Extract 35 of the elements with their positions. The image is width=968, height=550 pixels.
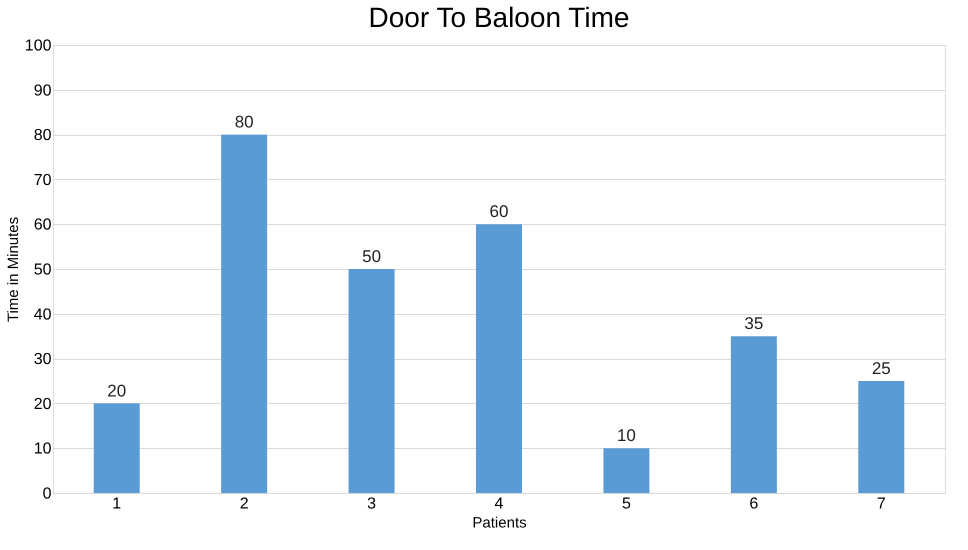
bar <box>348 269 395 493</box>
x-tick-label: 2 <box>240 496 249 512</box>
bar <box>730 336 777 493</box>
y-tick-label: 60 <box>34 216 52 234</box>
y-tick-label: 90 <box>34 82 52 100</box>
bar <box>94 403 140 493</box>
y-tick-label: 50 <box>34 262 52 278</box>
bar <box>221 134 268 493</box>
bar <box>858 381 904 493</box>
x-axis-title: Patients <box>472 514 527 532</box>
data-label: 10 <box>616 426 636 446</box>
data-label: 25 <box>872 359 891 378</box>
y-tick-label: 40 <box>34 306 52 324</box>
bar <box>603 448 650 493</box>
x-tick-label: 5 <box>622 496 631 512</box>
data-label: 20 <box>107 381 126 400</box>
x-tick-label: 4 <box>494 496 504 512</box>
data-label: 60 <box>490 202 508 222</box>
y-tick-label: 70 <box>34 172 52 189</box>
bar <box>476 224 522 493</box>
y-tick-label: 100 <box>24 38 52 54</box>
x-tick-label: 7 <box>876 496 886 512</box>
x-tick-label: 6 <box>749 496 758 512</box>
y-axis-title: Time in Minutes <box>4 216 22 322</box>
y-tick-label: 10 <box>34 440 52 458</box>
chart-title: Door To Baloon Time <box>368 2 630 33</box>
x-tick-label: 3 <box>367 496 376 512</box>
data-label: 35 <box>744 314 764 334</box>
x-tick-label: 1 <box>112 496 122 512</box>
y-tick-label: 20 <box>34 396 52 413</box>
y-tick-label: 80 <box>34 127 52 144</box>
y-tick-label: 30 <box>34 351 52 368</box>
y-tick-label: 0 <box>42 486 52 502</box>
data-label: 80 <box>234 112 254 132</box>
data-label: 50 <box>362 247 382 266</box>
